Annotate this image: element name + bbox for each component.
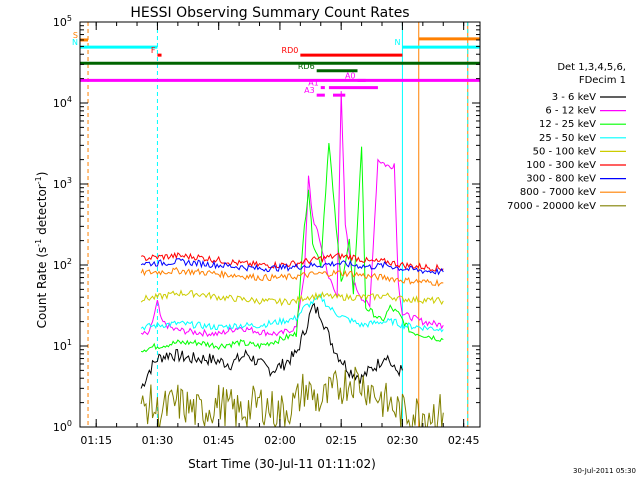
y-axis-label-sup: -1 xyxy=(34,239,43,247)
series-line xyxy=(140,142,444,353)
flag-label: N xyxy=(72,38,78,47)
chart-title: HESSI Observing Summary Count Rates xyxy=(130,5,409,21)
y-tick-label: 101 xyxy=(53,338,72,353)
x-tick-label: 02:00 xyxy=(264,434,296,447)
legend-label: 50 - 100 keV xyxy=(533,146,597,157)
series-line xyxy=(140,366,444,427)
flag-label: A0 xyxy=(345,71,356,80)
series-line xyxy=(140,266,444,287)
x-tick-label: 01:15 xyxy=(80,434,112,447)
series-line xyxy=(140,91,444,338)
flag-label: A3 xyxy=(304,86,315,95)
legend-label: 800 - 7000 keV xyxy=(520,187,596,198)
flag-label: A1 xyxy=(308,79,319,88)
legend-label: 100 - 300 keV xyxy=(526,160,596,171)
series-line xyxy=(140,302,403,389)
y-axis-label-part: ) xyxy=(35,172,49,177)
legend-label: 25 - 50 keV xyxy=(539,133,596,144)
flag-label: S xyxy=(73,31,78,40)
legend-label: 6 - 12 keV xyxy=(545,106,596,117)
legend-label: 7000 - 20000 keV xyxy=(507,201,596,212)
x-axis-label: Start Time (30-Jul-11 01:11:02) xyxy=(188,457,376,471)
flag-label: N xyxy=(394,38,400,47)
y-axis-label-part: Count Rate (s xyxy=(35,247,49,329)
y-tick-label: 102 xyxy=(53,257,72,272)
legend: Det 1,3,4,5,6, FDecim 1 3 - 6 keV 6 - 12 ke… xyxy=(507,62,626,212)
y-axis-label-sup: -1 xyxy=(34,176,43,184)
flag-label: F xyxy=(151,46,156,55)
y-tick-label: 105 xyxy=(53,14,72,29)
series-line xyxy=(140,251,444,272)
y-axis-label-part: detector xyxy=(35,184,49,239)
flag-label: RD6 xyxy=(298,62,315,71)
legend-label: 12 - 25 keV xyxy=(539,119,596,130)
x-tick-label: 02:30 xyxy=(387,434,419,447)
x-tick-label: 02:45 xyxy=(448,434,480,447)
legend-label: 300 - 800 keV xyxy=(526,174,596,185)
series-line xyxy=(140,289,444,307)
flag-label: RD0 xyxy=(282,46,299,55)
y-tick-label: 104 xyxy=(53,95,72,110)
series-line xyxy=(140,258,444,276)
x-tick-label: 02:15 xyxy=(325,434,357,447)
y-axis-label: Count Rate (s-1 detector-1) xyxy=(34,172,49,329)
footer-timestamp: 30-Jul-2011 05:30 xyxy=(573,467,636,475)
x-tick-label: 01:30 xyxy=(142,434,174,447)
y-tick-label: 100 xyxy=(53,419,72,434)
legend-label: 3 - 6 keV xyxy=(552,92,596,103)
legend-header: Det 1,3,4,5,6, xyxy=(557,62,626,73)
x-tick-label: 01:45 xyxy=(203,434,235,447)
series-line xyxy=(140,293,444,333)
legend-header: FDecim 1 xyxy=(579,75,626,86)
y-tick-label: 103 xyxy=(53,176,72,191)
